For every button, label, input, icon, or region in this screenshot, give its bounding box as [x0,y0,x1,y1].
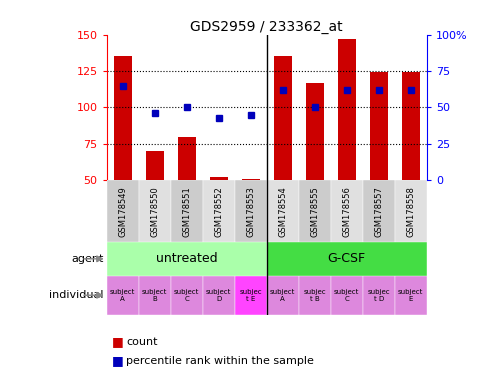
Text: count: count [126,337,157,347]
Title: GDS2959 / 233362_at: GDS2959 / 233362_at [190,20,342,33]
Bar [106,180,138,242]
Bar [305,83,323,180]
Bar [210,177,227,180]
Text: GSM178557: GSM178557 [374,186,382,237]
Bar [178,137,195,180]
Text: subject
E: subject E [397,289,423,302]
Bar [114,56,131,180]
Text: subject
A: subject A [270,289,295,302]
Bar [266,180,298,242]
Text: individual: individual [49,290,103,300]
Text: GSM178549: GSM178549 [118,186,127,237]
Bar [273,56,291,180]
Bar [362,276,394,315]
Text: untreated: untreated [155,252,217,265]
Text: GSM178550: GSM178550 [150,186,159,237]
Bar [234,276,266,315]
Bar [202,180,234,242]
Text: subject
A: subject A [110,289,135,302]
Bar [138,276,170,315]
Bar [330,276,362,315]
Bar [242,179,259,180]
Text: subjec
t E: subjec t E [239,289,261,302]
Bar [234,180,266,242]
Text: subject
B: subject B [142,289,167,302]
Text: agent: agent [71,254,103,264]
Text: subjec
t D: subjec t D [367,289,389,302]
Text: GSM178551: GSM178551 [182,186,191,237]
Text: ■: ■ [111,335,123,348]
Bar [138,180,170,242]
Bar [394,276,426,315]
Bar [394,180,426,242]
Text: subjec
t B: subjec t B [303,289,325,302]
Text: GSM178552: GSM178552 [214,186,223,237]
Text: subject
D: subject D [206,289,231,302]
Text: subject
C: subject C [333,289,359,302]
Text: G-CSF: G-CSF [327,252,365,265]
Text: subject
C: subject C [174,289,199,302]
Bar [330,180,362,242]
Text: GSM178556: GSM178556 [342,186,350,237]
Text: ■: ■ [111,354,123,367]
Bar [170,276,202,315]
Text: GSM178553: GSM178553 [246,186,255,237]
Bar [106,276,138,315]
Bar [266,242,426,276]
Text: GSM178554: GSM178554 [278,186,287,237]
Bar [298,276,330,315]
Bar [401,73,419,180]
Bar [337,39,355,180]
Text: GSM178555: GSM178555 [310,186,318,237]
Bar [106,242,266,276]
Text: GSM178558: GSM178558 [406,186,414,237]
Bar [298,180,330,242]
Bar [170,180,202,242]
Bar [369,73,387,180]
Bar [362,180,394,242]
Bar [266,276,298,315]
Bar [202,276,234,315]
Bar [146,151,163,180]
Text: percentile rank within the sample: percentile rank within the sample [126,356,313,366]
